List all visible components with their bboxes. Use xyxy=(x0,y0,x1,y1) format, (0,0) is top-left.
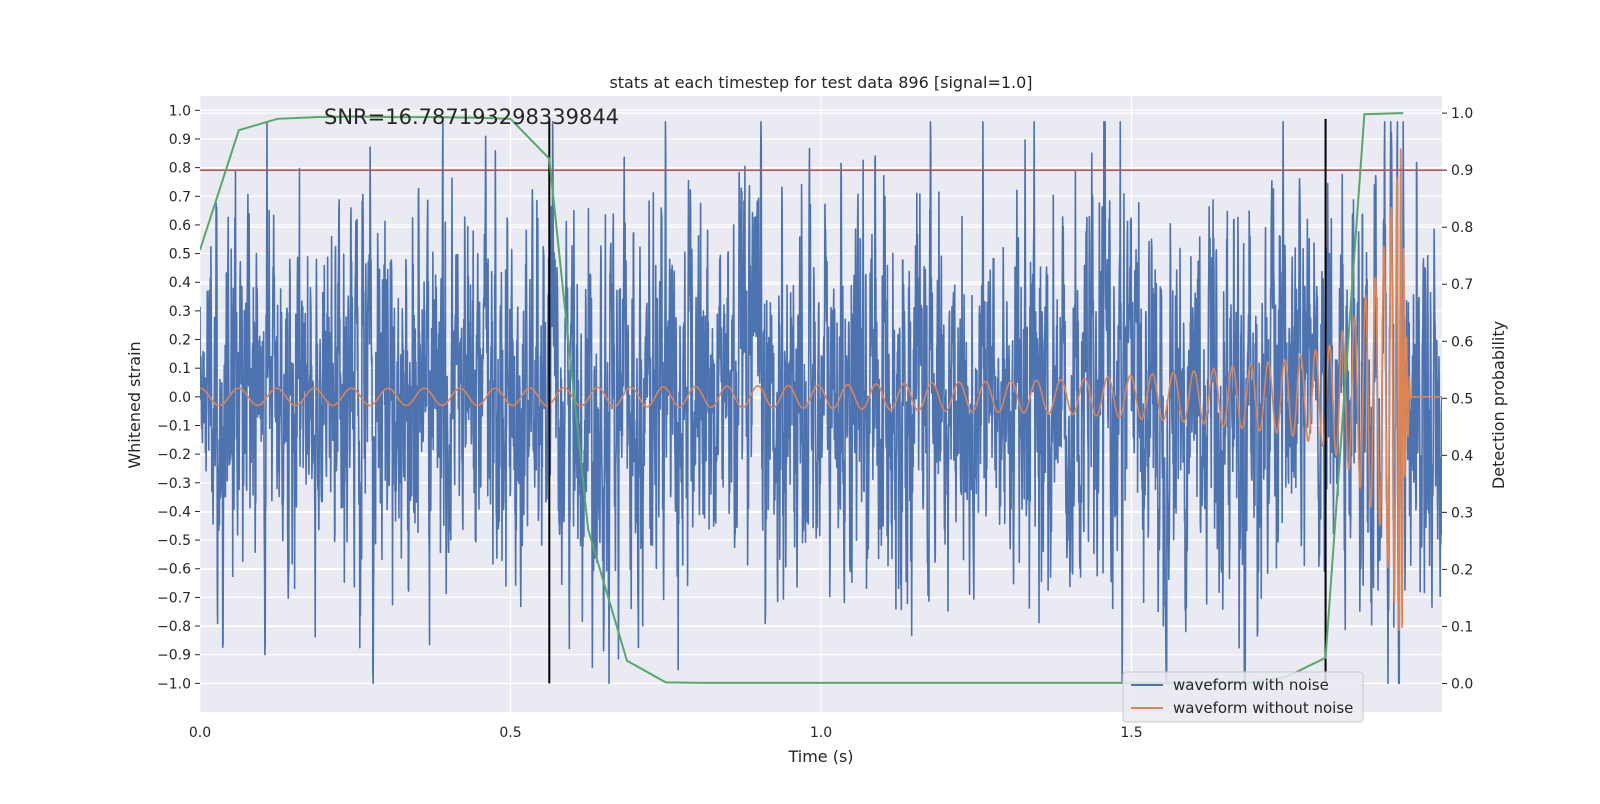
y-tick-label: 0.5 xyxy=(169,247,191,263)
y2-tick-label: 0.2 xyxy=(1451,562,1473,578)
x-tick-label: 1.0 xyxy=(810,725,832,741)
y-tick-label: 0.0 xyxy=(169,390,191,406)
y-tick-label: 0.9 xyxy=(169,132,191,148)
x-tick-label: 0.0 xyxy=(189,725,211,741)
y2-tick-label: 0.7 xyxy=(1451,277,1473,293)
y2-tick-label: 0.6 xyxy=(1451,334,1473,350)
tick-labels: 0.0 0.5 1.0 1.5 1.0 0.9 0.8 0.7 0.6 0.5 0.4 0.3 0.2 0… xyxy=(157,103,1473,741)
legend-box xyxy=(1122,671,1364,723)
series-waveform-without-noise xyxy=(200,148,1442,631)
y-tick-label: 0.3 xyxy=(169,304,191,320)
y-tick-label: −0.9 xyxy=(157,648,191,664)
y-tick-label: −0.2 xyxy=(157,447,191,463)
y-axis-label: Whitened strain xyxy=(125,341,144,468)
y2-tick-label: 0.9 xyxy=(1451,163,1473,179)
y-tick-label: −0.8 xyxy=(157,619,191,635)
y-tick-label: −1.0 xyxy=(157,676,191,692)
y-tick-label: −0.4 xyxy=(157,504,191,520)
y2-tick-label: 0.0 xyxy=(1451,676,1473,692)
legend-label-noisy: waveform with noise xyxy=(1173,676,1329,694)
y2-tick-label: 0.4 xyxy=(1451,448,1473,464)
y-tick-label: −0.7 xyxy=(157,590,191,606)
y-tick-label: −0.3 xyxy=(157,476,191,492)
chart-title: stats at each timestep for test data 896… xyxy=(609,73,1032,92)
y2-axis-label: Detection probability xyxy=(1489,321,1508,489)
y2-tick-label: 0.3 xyxy=(1451,505,1473,521)
y-tick-label: 0.6 xyxy=(169,218,191,234)
y-tick-label: −0.6 xyxy=(157,562,191,578)
y-tick-label: 0.7 xyxy=(169,189,191,205)
legend-label-clean: waveform without noise xyxy=(1173,699,1353,717)
y-tick-label: −0.5 xyxy=(157,533,191,549)
y-tick-label: 1.0 xyxy=(169,103,191,119)
y-tick-label: −0.1 xyxy=(157,418,191,434)
y-tick-label: 0.4 xyxy=(169,275,191,291)
y2-tick-label: 0.1 xyxy=(1451,619,1473,635)
y2-tick-label: 0.8 xyxy=(1451,220,1473,236)
y2-tick-label: 1.0 xyxy=(1451,106,1473,122)
y-tick-label: 0.1 xyxy=(169,361,191,377)
legend: waveform with noise waveform without noi… xyxy=(1122,671,1364,723)
y-tick-label: 0.8 xyxy=(169,161,191,177)
y-tick-label: 0.2 xyxy=(169,333,191,349)
y2-tick-label: 0.5 xyxy=(1451,391,1473,407)
x-tick-label: 1.5 xyxy=(1120,725,1142,741)
x-tick-label: 0.5 xyxy=(499,725,521,741)
snr-annotation: SNR=16.787193298339844 xyxy=(324,105,619,129)
x-axis-label: Time (s) xyxy=(787,747,853,766)
